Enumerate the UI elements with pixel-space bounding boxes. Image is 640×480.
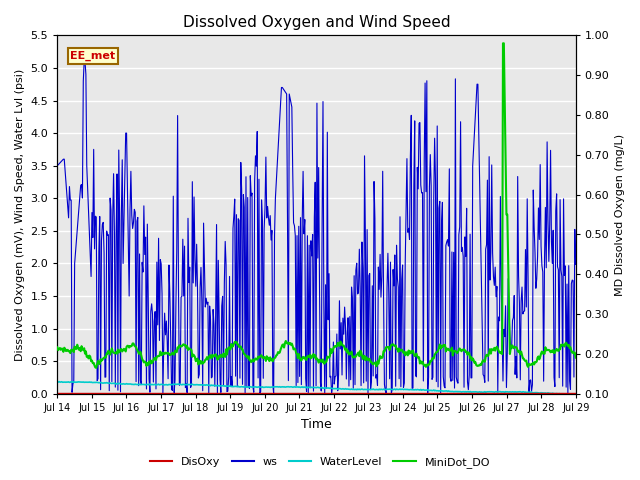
MiniDot_DO — [572, 355, 579, 360]
Y-axis label: MD Dissolved Oxygen (mg/L): MD Dissolved Oxygen (mg/L) — [615, 133, 625, 296]
WaterLevel — [401, 386, 408, 392]
WaterLevel — [360, 387, 367, 393]
ws — [54, 163, 61, 168]
Line: MiniDot_DO: MiniDot_DO — [58, 43, 575, 368]
DisOxy — [572, 390, 579, 396]
ws — [146, 389, 154, 395]
ws — [445, 166, 453, 172]
DisOxy — [54, 390, 61, 396]
WaterLevel — [572, 391, 579, 396]
WaterLevel — [54, 379, 61, 385]
MiniDot_DO — [54, 345, 61, 350]
MiniDot_DO — [445, 346, 452, 352]
ws — [401, 262, 409, 267]
X-axis label: Time: Time — [301, 419, 332, 432]
WaterLevel — [188, 382, 195, 387]
Line: ws: ws — [58, 61, 575, 394]
MiniDot_DO — [188, 347, 195, 353]
MiniDot_DO — [146, 360, 154, 366]
ws — [80, 59, 88, 64]
WaterLevel — [551, 391, 559, 396]
Text: EE_met: EE_met — [70, 50, 115, 61]
WaterLevel — [146, 381, 154, 387]
ws — [572, 262, 579, 267]
MiniDot_DO — [92, 365, 100, 371]
ws — [361, 153, 369, 159]
DisOxy — [399, 390, 407, 396]
WaterLevel — [289, 384, 296, 390]
ws — [256, 391, 264, 396]
MiniDot_DO — [360, 353, 367, 359]
Y-axis label: Dissolved Oxygen (mV), Wind Speed, Water Lvl (psi): Dissolved Oxygen (mV), Wind Speed, Water… — [15, 69, 25, 360]
DisOxy — [187, 390, 195, 396]
Legend: DisOxy, ws, WaterLevel, MiniDot_DO: DisOxy, ws, WaterLevel, MiniDot_DO — [145, 452, 495, 472]
DisOxy — [145, 390, 153, 396]
DisOxy — [444, 390, 451, 396]
Title: Dissolved Oxygen and Wind Speed: Dissolved Oxygen and Wind Speed — [182, 15, 451, 30]
DisOxy — [359, 390, 367, 396]
ws — [290, 220, 298, 226]
MiniDot_DO — [401, 349, 408, 355]
MiniDot_DO — [289, 343, 296, 349]
WaterLevel — [445, 388, 452, 394]
Line: WaterLevel: WaterLevel — [58, 382, 575, 394]
MiniDot_DO — [499, 40, 507, 46]
DisOxy — [288, 390, 296, 396]
ws — [188, 383, 195, 388]
WaterLevel — [55, 379, 63, 384]
